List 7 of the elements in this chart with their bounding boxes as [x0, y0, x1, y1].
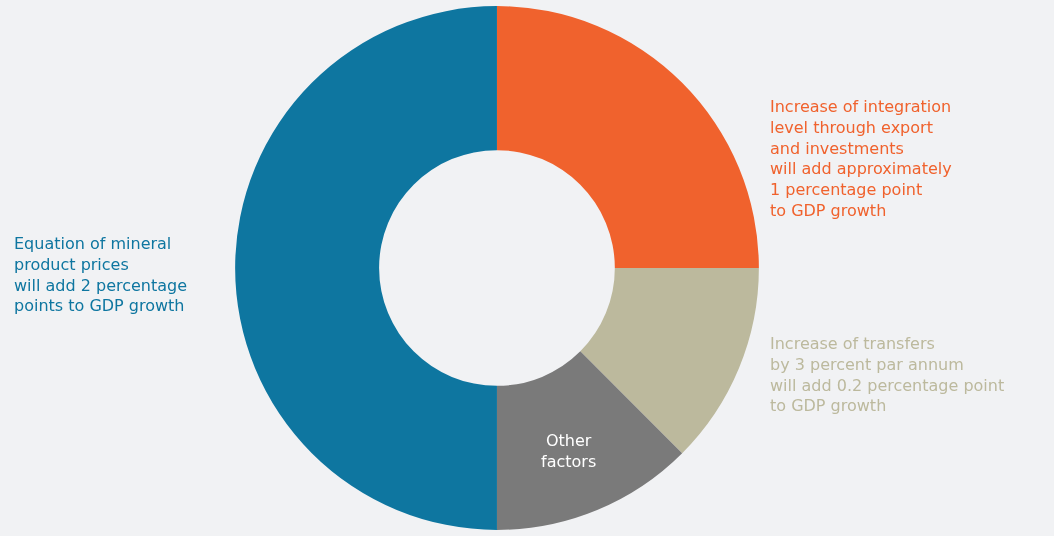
- slice-label: Other factors: [541, 431, 597, 471]
- donut-slice: [496, 6, 759, 268]
- slice-label: Equation of mineral product prices will add 2 percentage points to GDP growth: [14, 234, 188, 316]
- donut-slice: [235, 6, 497, 530]
- slice-label: Increase of transfers by 3 percent par annum will add 0.2 percentage point to GDP growth: [770, 334, 1005, 416]
- donut-slice: [496, 351, 683, 530]
- slice-label: Increase of integration level through export and investments will add approximately 1 percentage point to GDP growth: [770, 97, 952, 220]
